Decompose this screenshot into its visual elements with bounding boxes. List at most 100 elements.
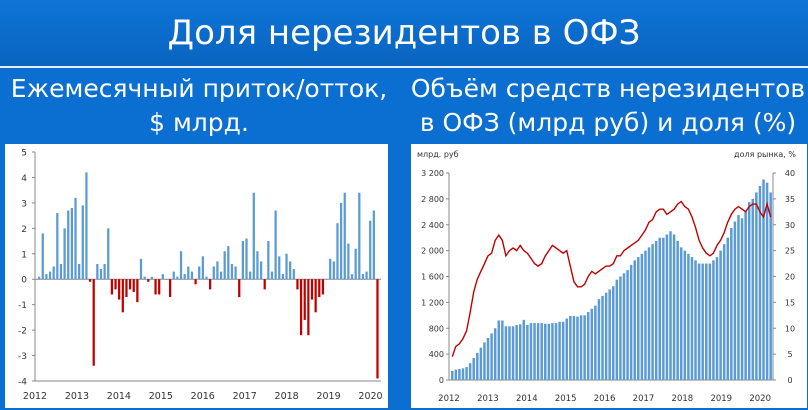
volume-bar: [612, 286, 615, 380]
volume-bar: [744, 211, 747, 380]
flow-bar: [336, 223, 339, 280]
volume-bar: [594, 305, 597, 380]
flow-bar: [139, 258, 143, 280]
volume-bar: [511, 326, 515, 380]
flow-bar: [343, 192, 346, 280]
flow-bar: [190, 271, 194, 280]
flow-bar: [256, 251, 259, 280]
volume-bar: [540, 323, 543, 380]
flows-chart: 5 4 3 2 1 0 -1 -2 -3 -4 2012 2013 2014 2015 2016 2017 20…: [18, 149, 383, 403]
flow-bar: [241, 241, 245, 280]
flow-bar: [99, 269, 103, 280]
volume-bar: [501, 320, 504, 380]
volume-bar: [740, 218, 744, 380]
volume-bar: [479, 347, 483, 380]
flow-bar: [132, 279, 135, 292]
volume-bar: [730, 227, 733, 380]
volume-bar: [504, 326, 508, 380]
flow-bar: [263, 279, 266, 290]
y-tick-label: -1: [18, 301, 27, 311]
flow-bar: [154, 279, 157, 295]
volume-bar: [708, 263, 712, 380]
y-tick-label: 400: [429, 350, 444, 359]
flow-bar: [270, 271, 274, 280]
y-tick-label: 2 000: [421, 247, 444, 256]
flow-bar: [354, 248, 357, 280]
volume-bar: [644, 250, 647, 380]
volume-bar: [697, 263, 701, 380]
flow-bar: [329, 258, 332, 280]
y-tick-label: -3: [18, 352, 27, 362]
volume-bar: [468, 363, 472, 380]
y2-tick-label: 20: [785, 273, 795, 282]
y2-tick-label: 10: [785, 324, 795, 333]
flow-bar: [365, 271, 368, 280]
volume-bar: [547, 323, 551, 380]
volume-bar: [765, 182, 769, 380]
volume-bar: [454, 369, 458, 380]
flow-bar: [150, 276, 154, 280]
y-tick-label: 3 200: [421, 169, 444, 178]
flow-bar: [299, 279, 303, 336]
flow-bar: [198, 266, 201, 280]
y-axis-title: млрд. руб: [417, 150, 459, 159]
volume-bar: [715, 257, 719, 380]
y2-tick-label: 35: [785, 195, 795, 204]
volume-bar: [733, 221, 737, 380]
flow-bar: [369, 220, 372, 280]
flow-bar: [38, 276, 41, 280]
flow-bar: [325, 279, 328, 280]
y-tick-label: -4: [18, 378, 27, 388]
flow-bar: [103, 263, 106, 280]
volume-bar: [604, 292, 608, 380]
x-tick-label: 2013: [477, 394, 499, 404]
volume-bar: [747, 202, 751, 380]
flow-bar: [278, 256, 281, 280]
volume-bar: [515, 325, 518, 380]
y-tick-label: 2 800: [421, 195, 444, 204]
flow-bar: [52, 266, 55, 280]
volume-bar: [662, 237, 665, 380]
volume-bar: [726, 237, 729, 380]
y2-axis-title: доля рынка, %: [734, 150, 796, 159]
y-tick-label: 3: [21, 199, 27, 209]
flow-bar: [88, 279, 92, 282]
volume-bar: [615, 279, 619, 380]
y2-tick-label: 5: [787, 350, 792, 359]
flow-bar: [168, 279, 172, 298]
volume-bar: [769, 192, 772, 380]
left-subtitle-line2: $ млрд.: [149, 108, 249, 137]
volume-bar: [458, 369, 461, 380]
volume-bar: [486, 337, 490, 380]
x-tick-label: 2015: [555, 394, 577, 404]
flow-bar: [303, 279, 306, 320]
y2-tick-label: 25: [785, 247, 795, 256]
y2-tick-label: 40: [785, 169, 795, 178]
x-tick-label: 2019: [316, 391, 340, 402]
y2-tick-label: 30: [785, 221, 795, 230]
flow-bar: [147, 279, 150, 282]
volume-bar: [508, 326, 511, 380]
volume-bar: [762, 179, 765, 380]
volume-bar: [569, 315, 572, 380]
flow-bar: [45, 274, 48, 280]
flow-bar: [361, 274, 365, 280]
flow-bar: [125, 279, 128, 298]
volume-bar: [490, 333, 493, 380]
flow-bar: [289, 261, 292, 280]
volume-bar: [705, 263, 708, 380]
volume-bar: [551, 323, 554, 380]
volume-bar: [558, 321, 561, 380]
volume-bar: [701, 263, 704, 380]
volume-bar: [640, 253, 644, 380]
volume-bar: [719, 250, 722, 380]
y2-tick-label: 0: [787, 376, 792, 385]
volume-bar: [476, 352, 479, 380]
flow-bar: [48, 271, 52, 280]
volume-bar: [590, 308, 594, 380]
flow-bar: [209, 279, 212, 290]
flow-bar: [118, 279, 121, 300]
volume-bar: [690, 257, 694, 380]
volume-bar: [497, 320, 501, 380]
